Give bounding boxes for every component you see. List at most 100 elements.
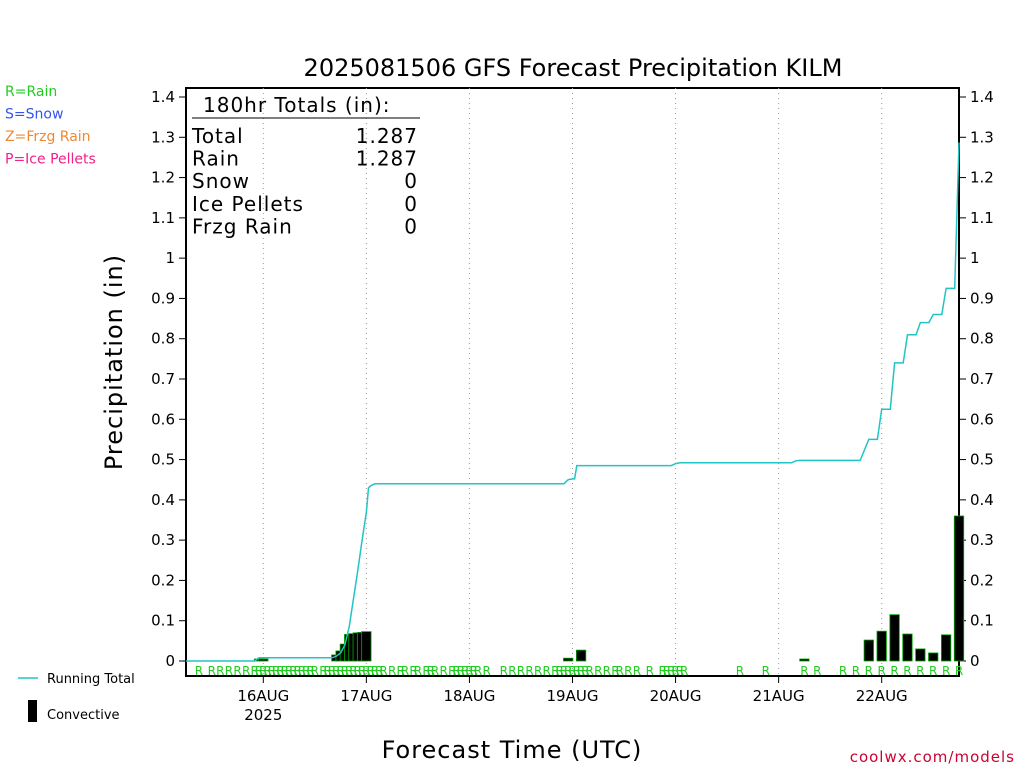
convective-bar (361, 631, 372, 662)
precip-type-mark: R (358, 664, 366, 678)
credit-text: coolwx.com/models (850, 748, 1015, 766)
y-tick-label: 1.2 (151, 169, 175, 187)
precip-type-mark: R (251, 664, 259, 678)
precip-type-mark: R (375, 664, 383, 678)
y-tick-label-right: 1.3 (970, 128, 994, 146)
y-tick-label-right: 0.9 (970, 289, 994, 307)
y-tick-label: 0 (165, 652, 175, 670)
precip-type-mark: R (646, 664, 654, 678)
y-tick-label: 0.4 (151, 491, 175, 509)
precip-type-mark: R (285, 664, 293, 678)
precip-type-mark: R (255, 664, 263, 678)
precip-type-mark: R (564, 664, 572, 678)
precip-type-mark: R (195, 664, 203, 678)
precip-type-mark: R (865, 664, 873, 678)
precip-type-mark: R (431, 664, 439, 678)
precip-type-mark: R (942, 664, 950, 678)
precip-type-mark: R (671, 664, 679, 678)
convective-bar (928, 652, 939, 662)
precip-type-mark: R (568, 664, 576, 678)
precip-type-mark: R (328, 664, 336, 678)
precip-type-mark: R (667, 664, 675, 678)
totals-box: 180hr Totals (in): Total 1.287 Rain 1.287 Sn… (191, 93, 420, 238)
precip-type-mark: R (560, 664, 568, 678)
precip-type-mark: R (268, 664, 276, 678)
precip-type-mark: R (890, 664, 898, 678)
precip-type-mark: R (586, 664, 594, 678)
precip-type-mark: R (534, 664, 542, 678)
precip-type-mark: R (551, 664, 559, 678)
y-axis-title: Precipitation (in) (100, 254, 128, 470)
precip-type-mark: R (903, 664, 911, 678)
totals-row-label: Frzg Rain (192, 214, 293, 238)
precip-type-mark: R (680, 664, 688, 678)
precip-type-mark: R (517, 664, 525, 678)
precip-type-mark: R (345, 664, 353, 678)
precip-type-mark: R (324, 664, 332, 678)
y-tick-label-right: 0.1 (970, 612, 994, 630)
precip-type-mark: R (762, 664, 770, 678)
precip-type-mark: R (216, 664, 224, 678)
precip-type-mark: R (659, 664, 667, 678)
running-total-legend-label: Running Total (47, 672, 135, 687)
precip-type-mark: R (208, 664, 216, 678)
plot-frame (185, 87, 960, 677)
y-tick-label-right: 0.3 (970, 531, 994, 549)
y-tick-label: 1.1 (151, 209, 175, 227)
y-tick-label: 0.2 (151, 571, 175, 589)
day-gridlines (262, 88, 883, 676)
precip-type-mark: R (422, 664, 430, 678)
convective-bar (258, 658, 269, 662)
precip-type-mark: R (233, 664, 241, 678)
precip-type-mark: R (470, 664, 478, 678)
precip-type-mark: R (289, 664, 297, 678)
precip-type-mark: R (852, 664, 860, 678)
type-legend-item: R=Rain (5, 84, 57, 100)
y-tick-label: 0.1 (151, 612, 175, 630)
totals-row-value: 0 (404, 169, 418, 193)
precip-type-mark: R (813, 664, 821, 678)
type-legend-item: P=Ice Pellets (5, 152, 96, 168)
precip-type-mark: R (414, 664, 422, 678)
precip-type-mark: R (573, 664, 581, 678)
precip-type-mark: R (581, 664, 589, 678)
precip-type-mark: R (259, 664, 267, 678)
totals-row-value: 0 (404, 192, 418, 216)
convective-bar (889, 614, 900, 662)
precip-type-mark: R (616, 664, 624, 678)
x-tick-sublabel: 2025 (244, 706, 282, 724)
precip-type-mark: R (276, 664, 284, 678)
precip-type-mark: R (319, 664, 327, 678)
precip-type-mark: R (225, 664, 233, 678)
precip-type-mark: R (448, 664, 456, 678)
x-tick-label: 20AUG (650, 687, 702, 705)
y-tick-label-right: 0.7 (970, 370, 994, 388)
precip-type-mark: R (508, 664, 516, 678)
convective-bar (863, 639, 874, 662)
precip-type-mark: R (482, 664, 490, 678)
precip-type-mark: R (663, 664, 671, 678)
y-tick-label-right: 0.8 (970, 330, 994, 348)
chart-title: 2025081506 GFS Forecast Precipitation KI… (304, 54, 843, 82)
precip-type-mark: R (474, 664, 482, 678)
precip-type-mark: R (916, 664, 924, 678)
precip-type-mark: R (379, 664, 387, 678)
y-tick-label-right: 1.4 (970, 88, 994, 106)
totals-row-label: Rain (192, 147, 240, 171)
type-legend-item: Z=Frzg Rain (5, 129, 91, 145)
precip-type-mark: R (736, 664, 744, 678)
precip-type-mark: R (633, 664, 641, 678)
y-tick-label-right: 0.2 (970, 571, 994, 589)
x-tick-label: 16AUG (237, 687, 289, 705)
precip-type-mark: R (603, 664, 611, 678)
precip-type-mark: R (577, 664, 585, 678)
totals-row-label: Snow (192, 169, 250, 193)
convective-bar (902, 633, 913, 662)
y-tick-label-right: 0 (970, 652, 980, 670)
precip-type-mark: R (800, 664, 808, 678)
precip-type-mark: R (397, 664, 405, 678)
convective-bar (953, 515, 965, 662)
convective-bar (940, 634, 952, 662)
y-axis-right: 0 0.1 0.2 0.3 0.4 0.5 0.6 0.7 0.8 0.9 1 1.1 1.2 1.3 1.… (959, 88, 994, 670)
